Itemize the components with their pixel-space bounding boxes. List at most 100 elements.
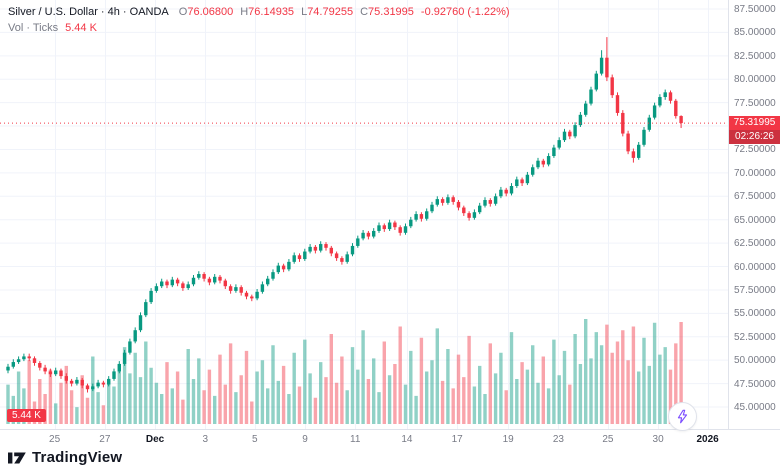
volume-bar bbox=[271, 345, 275, 424]
candle-body bbox=[674, 100, 678, 117]
price-tick-label: 60.00000 bbox=[734, 261, 776, 273]
candle-body bbox=[324, 244, 328, 248]
volume-bar bbox=[536, 382, 540, 424]
candle-body bbox=[541, 160, 545, 165]
candle-body bbox=[234, 287, 238, 291]
price-tick-label: 57.50000 bbox=[734, 284, 776, 296]
volume-bar bbox=[668, 369, 673, 424]
volume-bar bbox=[393, 364, 397, 424]
candle-body bbox=[589, 89, 593, 104]
candle-body bbox=[32, 358, 37, 363]
candle-body bbox=[154, 286, 159, 291]
candle-body bbox=[340, 258, 344, 262]
volume-bar bbox=[377, 392, 381, 424]
candle-body bbox=[536, 160, 540, 168]
chart-plot-area[interactable] bbox=[0, 0, 728, 429]
candle-body bbox=[366, 232, 371, 237]
time-tick-label: 30 bbox=[652, 434, 664, 445]
candle-body bbox=[186, 284, 190, 289]
volume-indicator-label[interactable]: Vol · Ticks bbox=[8, 22, 59, 34]
volume-bar bbox=[573, 334, 577, 424]
candle-body bbox=[144, 302, 148, 316]
time-tick-label: 3 bbox=[202, 434, 209, 445]
price-tick-label: 50.00000 bbox=[734, 355, 776, 367]
candle-body bbox=[191, 277, 196, 285]
candle-body bbox=[430, 204, 434, 212]
volume-badge: 5.44 K bbox=[7, 409, 46, 422]
candle-body bbox=[621, 112, 625, 134]
candle-body bbox=[573, 125, 577, 137]
candle-body bbox=[165, 281, 169, 286]
volume-bar bbox=[303, 339, 307, 424]
candle-body bbox=[54, 370, 58, 375]
volume-bar bbox=[197, 358, 201, 424]
volume-bar bbox=[626, 360, 630, 424]
candle-body bbox=[334, 253, 339, 259]
volume-bar bbox=[22, 388, 26, 424]
volume-bar bbox=[234, 392, 238, 424]
candle-body bbox=[197, 274, 201, 278]
volume-bar bbox=[372, 358, 376, 424]
volume-bar bbox=[64, 365, 68, 424]
candle-body bbox=[393, 222, 397, 228]
candle-body bbox=[207, 278, 212, 283]
time-tick-label: 5 bbox=[252, 434, 258, 445]
candle-body bbox=[610, 77, 614, 96]
volume-bar bbox=[128, 373, 132, 424]
volume-bar bbox=[107, 380, 111, 424]
tradingview-footer[interactable]: TradingView bbox=[8, 449, 122, 466]
volume-bar bbox=[589, 358, 593, 424]
volume-bar bbox=[59, 382, 63, 424]
volume-bar bbox=[260, 360, 265, 424]
candle-body bbox=[372, 230, 376, 237]
candle-body bbox=[525, 174, 530, 184]
candle-body bbox=[599, 57, 604, 74]
symbol-title[interactable]: Silver / U.S. Dollar · 4h · OANDA bbox=[8, 6, 169, 18]
volume-bar bbox=[621, 330, 625, 424]
volume-bar bbox=[663, 347, 667, 424]
volume-bar bbox=[462, 377, 466, 424]
price-chart-canvas[interactable] bbox=[0, 0, 728, 429]
candle-body bbox=[488, 200, 492, 204]
volume-bar bbox=[16, 371, 21, 424]
candle-body bbox=[425, 211, 429, 219]
flash-button[interactable] bbox=[668, 402, 697, 431]
candle-body bbox=[281, 265, 286, 270]
volume-bar bbox=[96, 392, 100, 424]
volume-bar bbox=[541, 356, 545, 424]
candle-body bbox=[75, 379, 79, 384]
candle-body bbox=[584, 103, 588, 115]
candle-body bbox=[361, 232, 365, 239]
volume-value: 5.44 K bbox=[65, 22, 97, 34]
candle-body bbox=[531, 167, 535, 175]
candle-body bbox=[244, 292, 249, 297]
volume-bar bbox=[54, 403, 58, 424]
volume-bar bbox=[175, 371, 180, 424]
time-tick-label: 9 bbox=[302, 434, 308, 445]
volume-bar bbox=[525, 369, 530, 424]
volume-bar bbox=[568, 384, 572, 424]
volume-bar bbox=[456, 354, 461, 424]
volume-bar bbox=[149, 367, 153, 424]
volume-bar bbox=[244, 350, 249, 424]
price-tick-label: 82.50000 bbox=[734, 50, 776, 62]
candle-body bbox=[414, 214, 418, 220]
candle-body bbox=[626, 133, 630, 152]
candle-body bbox=[292, 255, 296, 262]
candle-body bbox=[80, 379, 84, 386]
price-tick-label: 62.50000 bbox=[734, 238, 776, 250]
volume-bar bbox=[440, 380, 445, 424]
volume-bar bbox=[160, 394, 164, 424]
volume-bar bbox=[419, 337, 424, 424]
time-axis[interactable]: 25 27 Dec 3 5 9 11 14 17 19 23 25 30 2026 bbox=[0, 429, 780, 449]
candle-body bbox=[446, 197, 450, 203]
volume-bar bbox=[499, 352, 503, 424]
low-value: 74.79255 bbox=[307, 6, 354, 18]
candle-body bbox=[308, 246, 312, 252]
price-tick-label: 55.00000 bbox=[734, 308, 776, 320]
candle-body bbox=[679, 116, 683, 124]
price-axis[interactable]: 87.50000 85.00000 82.50000 80.00000 77.50000… bbox=[728, 0, 780, 429]
candle-body bbox=[38, 362, 42, 368]
candle-body bbox=[652, 105, 657, 118]
candle-body bbox=[552, 147, 556, 157]
